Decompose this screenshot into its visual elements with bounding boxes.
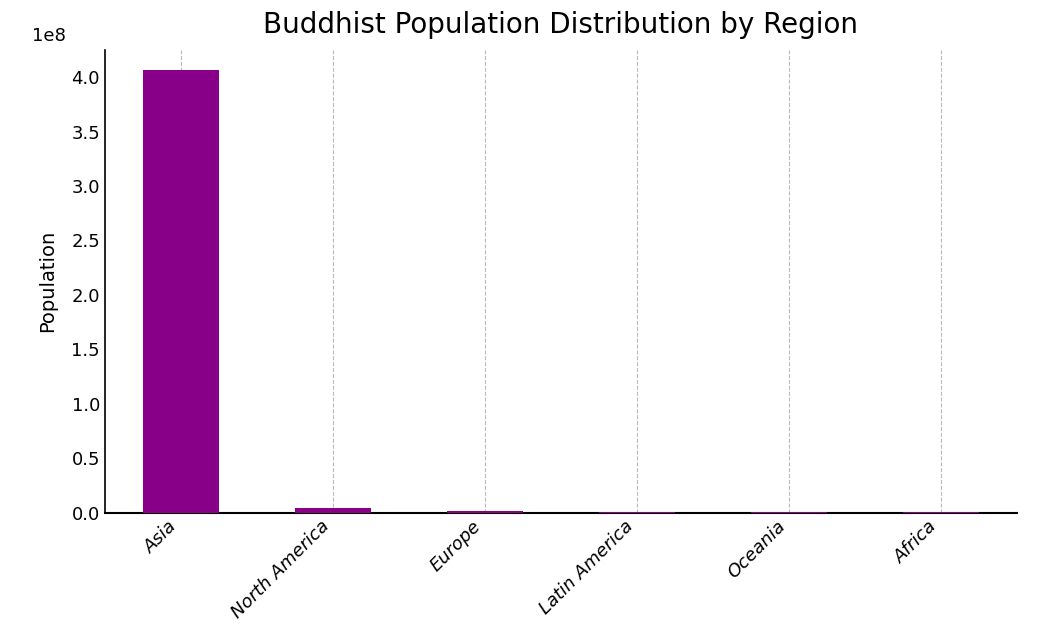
Title: Buddhist Population Distribution by Region: Buddhist Population Distribution by Regi… [263, 11, 858, 39]
Bar [446, 511, 523, 512]
Bar [294, 508, 371, 512]
Y-axis label: Population: Population [39, 230, 58, 332]
Text: 1e8: 1e8 [31, 28, 66, 46]
Bar [143, 69, 219, 512]
